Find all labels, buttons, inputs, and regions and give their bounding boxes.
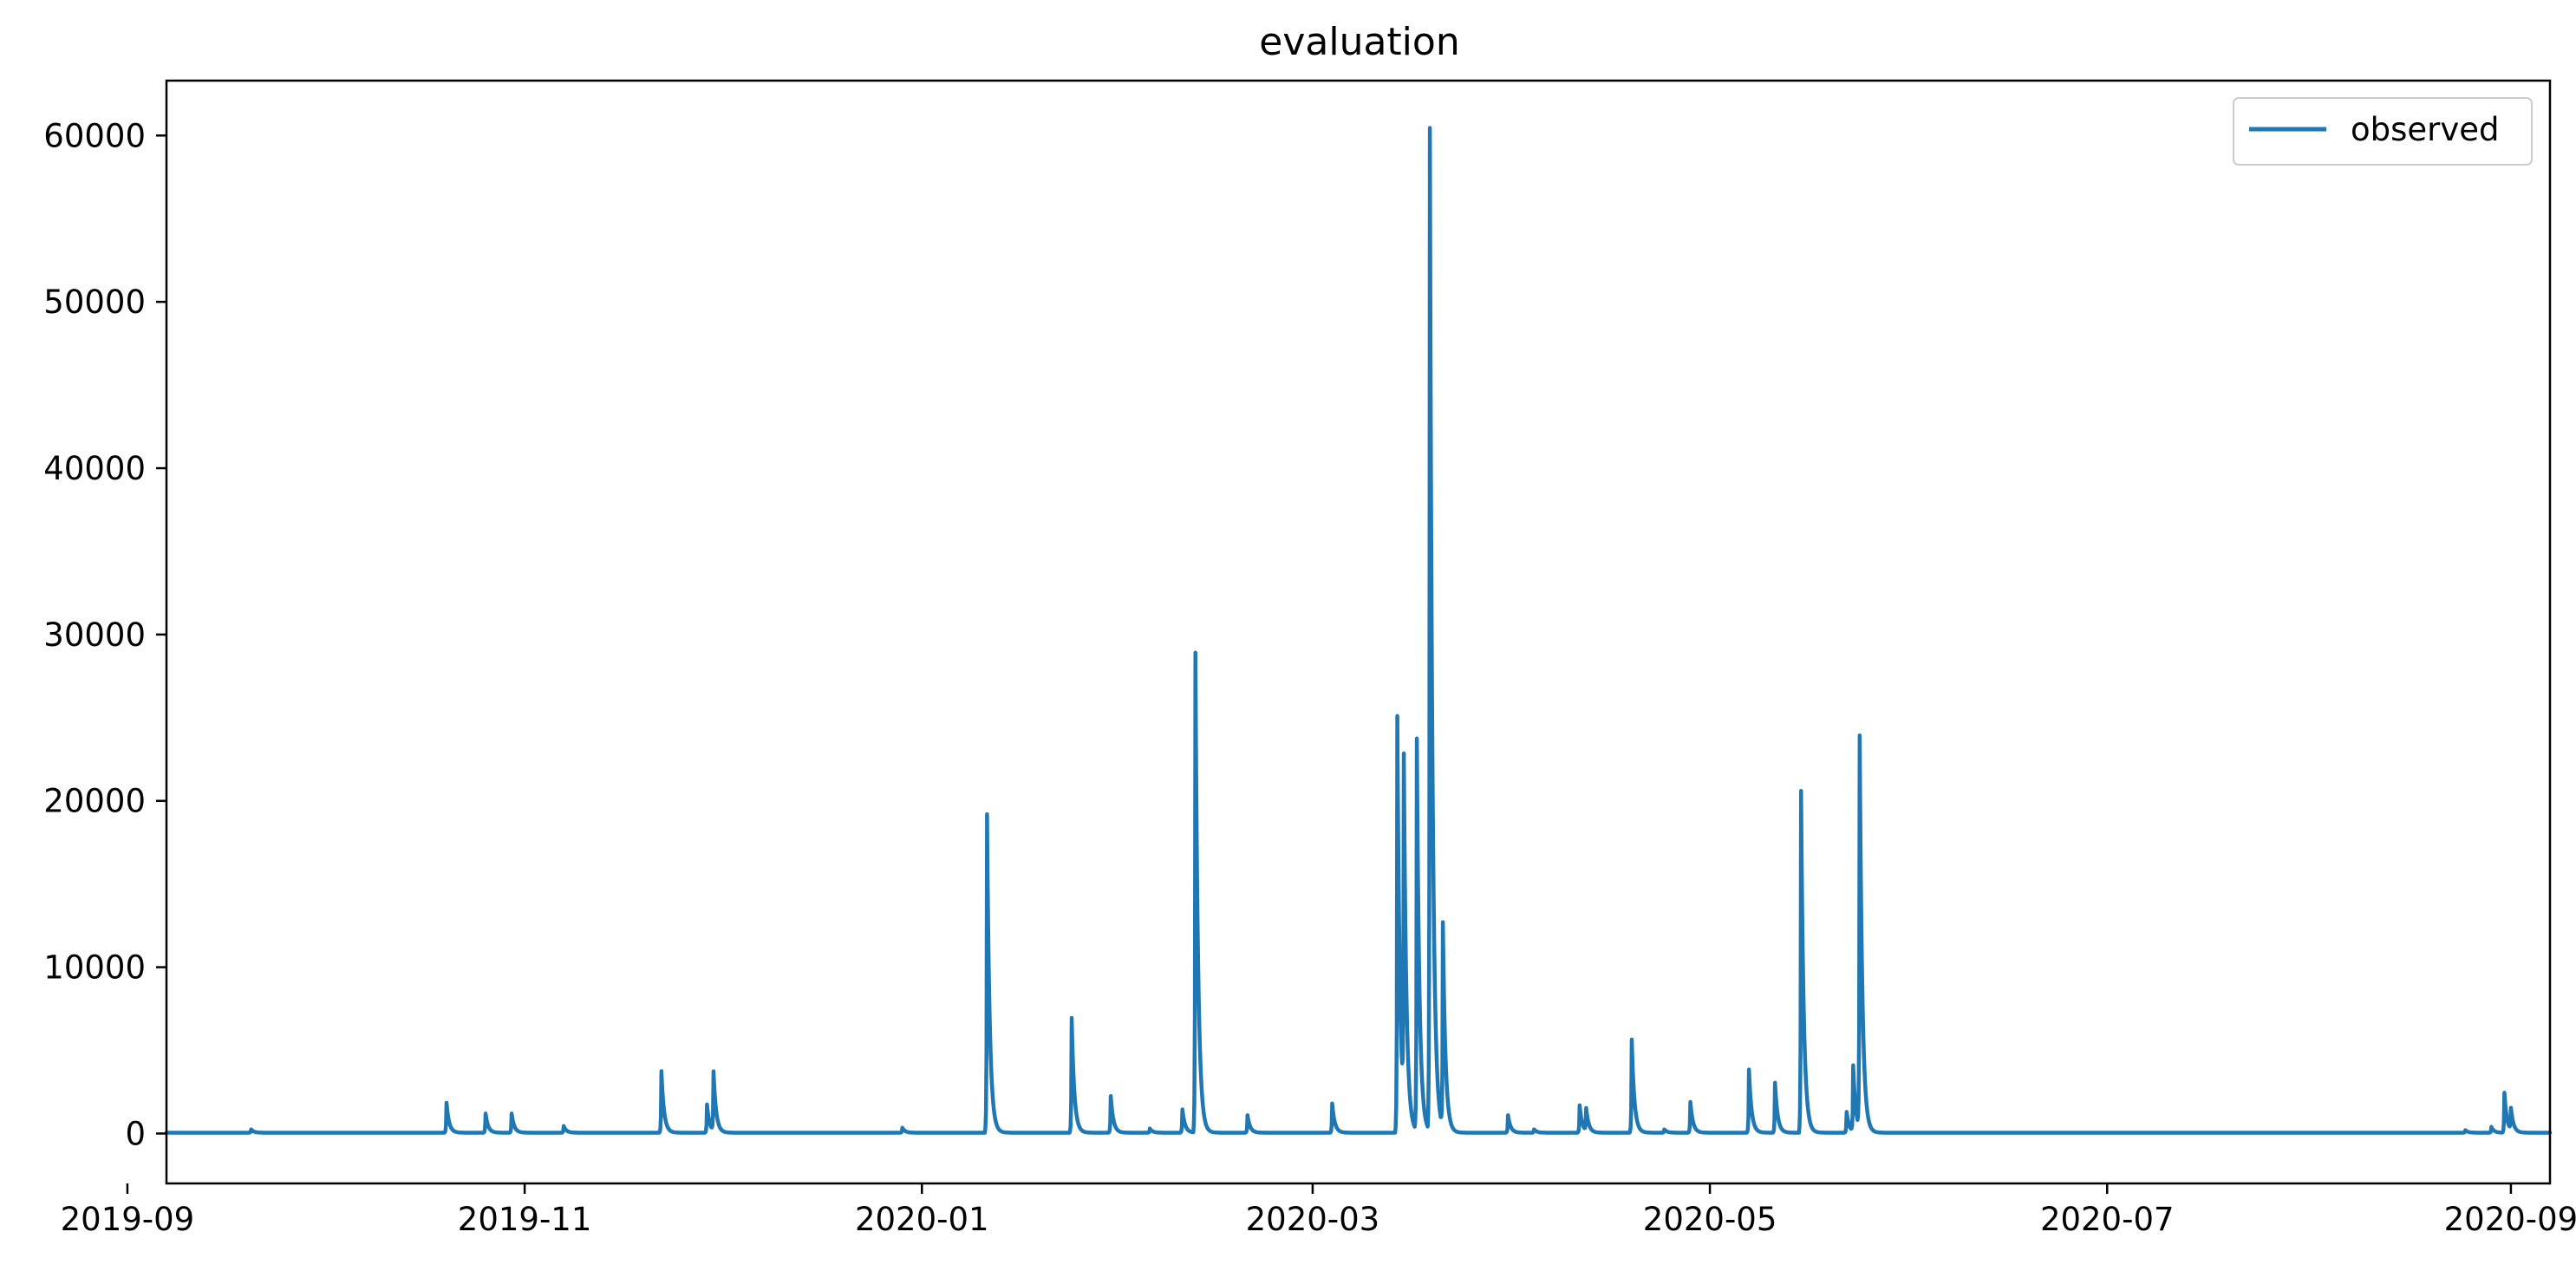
chart-title: evaluation	[1259, 20, 1459, 64]
x-tick-label: 2020-07	[2040, 1201, 2175, 1238]
y-tick-label: 60000	[43, 117, 146, 154]
x-tick-label: 2020-03	[1246, 1201, 1380, 1238]
x-tick-label: 2019-09	[61, 1201, 195, 1238]
x-tick-label: 2019-11	[458, 1201, 592, 1238]
axes-frame	[165, 79, 2552, 1185]
x-tick-label: 2020-09	[2444, 1201, 2576, 1238]
x-tick-label: 2020-05	[1643, 1201, 1777, 1238]
legend: observed	[2233, 97, 2533, 166]
series-line-observed	[164, 126, 2553, 1135]
y-tick-label: 50000	[43, 284, 146, 321]
y-tick-label: 10000	[43, 949, 146, 987]
legend-label-observed: observed	[2351, 111, 2500, 148]
plot-area	[164, 126, 2553, 1135]
x-tick-label: 2020-01	[855, 1201, 989, 1238]
y-tick-label: 0	[125, 1115, 146, 1152]
legend-box	[2233, 97, 2533, 166]
y-tick-label: 30000	[43, 616, 146, 654]
axes: 0 10000 20000 30000 40000 50000 60000 2019-09 20…	[43, 79, 2576, 1238]
y-tick-label: 40000	[43, 450, 146, 487]
y-tick-label: 20000	[43, 783, 146, 820]
